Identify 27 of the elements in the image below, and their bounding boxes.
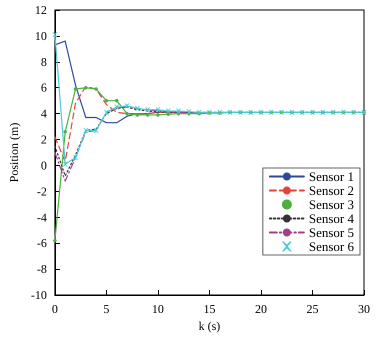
legend-label: Sensor 4: [308, 211, 354, 226]
legend-label: Sensor 1: [308, 169, 354, 184]
y-tick-label: -8: [36, 262, 47, 276]
y-tick-label: 10: [34, 28, 47, 43]
y-tick-label: 4: [40, 106, 47, 121]
y-tick-label: 0: [40, 158, 47, 172]
x-tick-label: 20: [254, 302, 267, 316]
x-tick-label: 0: [52, 302, 58, 316]
legend-label: Sensor 3: [308, 197, 354, 212]
y-tick-label: 12: [34, 3, 47, 17]
x-tick-label: 10: [152, 302, 164, 316]
legend-label: Sensor 6: [308, 239, 354, 254]
y-tick-label: -2: [36, 184, 47, 198]
legend-label: Sensor 2: [308, 183, 354, 198]
y-axis-title: Position (m): [7, 122, 21, 182]
x-tick-label: 15: [203, 302, 216, 316]
x-tick-label: 25: [306, 302, 318, 316]
x-tick-label: 30: [358, 302, 370, 316]
y-tick-label: -6: [36, 236, 47, 250]
x-axis-title: k (s): [198, 318, 220, 333]
x-tick-label: 5: [103, 302, 110, 316]
y-tick-label: -10: [30, 288, 47, 302]
y-tick-label: 6: [40, 80, 47, 95]
y-tick-label: 8: [40, 54, 47, 69]
y-tick-label: -4: [36, 210, 47, 224]
legend-label: Sensor 5: [308, 225, 354, 240]
y-tick-label: 2: [40, 132, 47, 147]
